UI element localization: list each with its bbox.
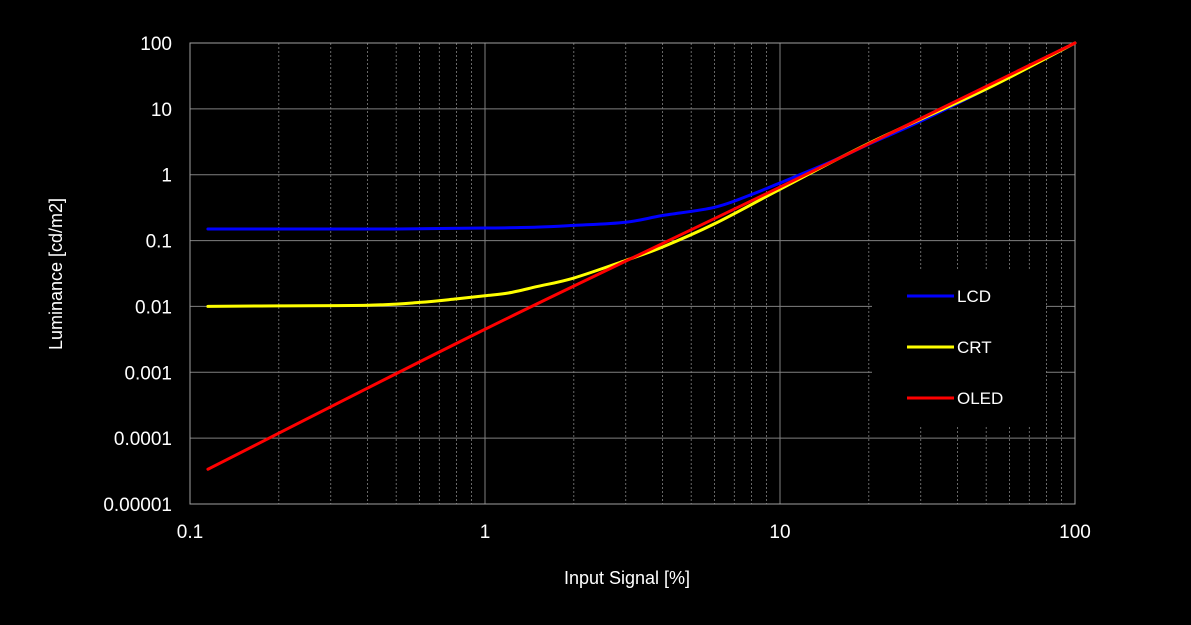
x-tick-label: 10 <box>769 522 790 543</box>
legend-label: LCD <box>957 287 991 306</box>
y-tick-label: 100 <box>140 34 172 55</box>
x-tick-label: 0.1 <box>177 522 203 543</box>
y-tick-label: 1 <box>161 166 172 187</box>
x-axis-title: Input Signal [%] <box>564 568 690 588</box>
plot-frame <box>189 42 1076 505</box>
y-tick-label: 10 <box>151 100 172 121</box>
y-tick-label: 0.0001 <box>114 429 172 450</box>
legend-item-crt: CRT <box>907 338 992 357</box>
legend: LCD CRT OLED <box>872 270 1046 425</box>
legend-label: CRT <box>957 338 992 357</box>
y-tick-label: 0.001 <box>124 363 172 384</box>
y-tick-labels: 100 10 1 0.1 0.01 0.001 0.0001 0.00001 <box>103 34 172 516</box>
legend-item-lcd: LCD <box>907 287 991 306</box>
x-tick-label: 100 <box>1059 522 1091 543</box>
x-tick-labels: 0.1 1 10 100 <box>177 522 1091 543</box>
x-tick-label: 1 <box>480 522 491 543</box>
y-tick-label: 0.00001 <box>103 495 172 516</box>
y-tick-label: 0.01 <box>135 297 172 318</box>
legend-label: OLED <box>957 389 1003 408</box>
series-group <box>206 41 1077 471</box>
series-line-lcd <box>206 41 1077 231</box>
series-line-oled <box>206 41 1077 471</box>
legend-box <box>872 270 1046 425</box>
y-tick-label: 0.1 <box>146 232 172 253</box>
y-axis-title: Luminance [cd/m2] <box>46 198 66 350</box>
legend-item-oled: OLED <box>907 389 1003 408</box>
